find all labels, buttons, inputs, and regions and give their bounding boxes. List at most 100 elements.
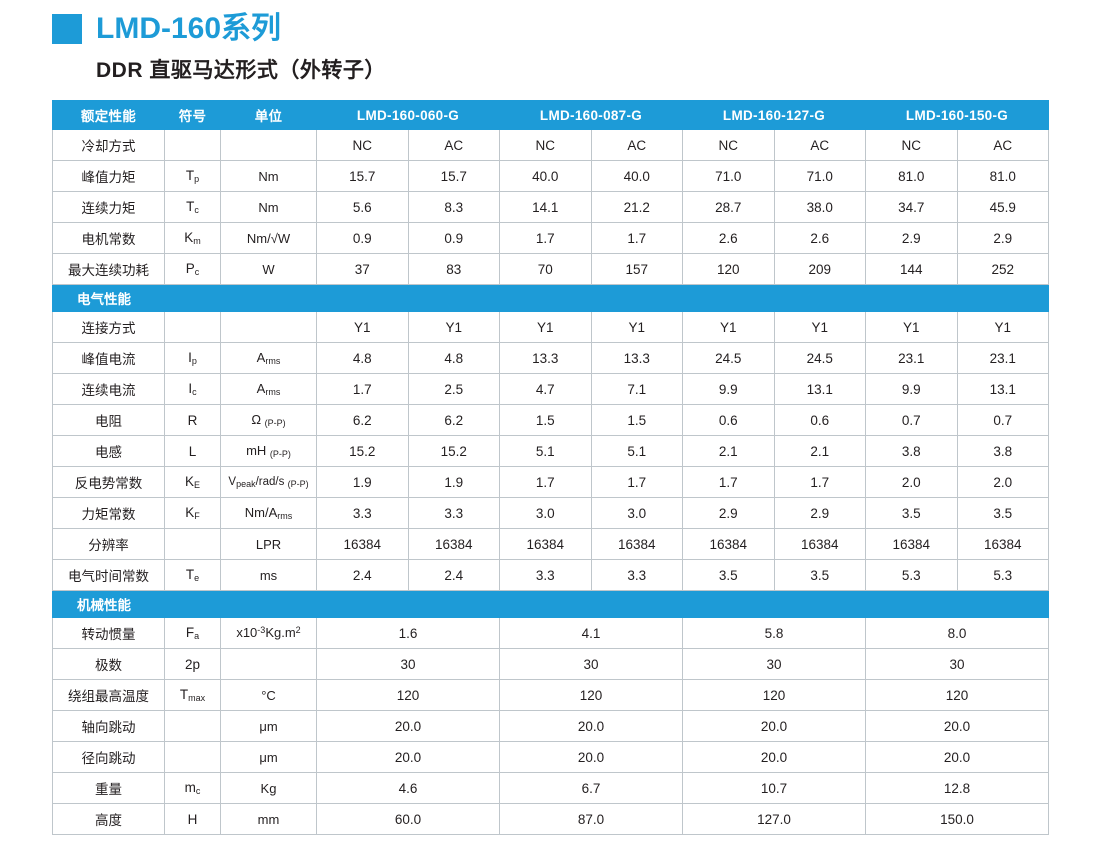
cell-value: 5.6: [316, 191, 409, 223]
cell-value: 12.8: [865, 772, 1049, 804]
cell-value: 81.0: [865, 160, 958, 192]
row-label: 峰值电流: [52, 342, 165, 374]
row-symbol: [164, 710, 221, 742]
cell-value: 16384: [773, 528, 866, 560]
symbol-main: L: [188, 443, 197, 459]
unit-main: Ω: [251, 412, 262, 428]
cell-value: 4.1: [499, 617, 683, 649]
blue-square-icon: [52, 14, 82, 44]
row-unit: Ω (P-P): [220, 404, 317, 436]
cell-value: 3.5: [956, 497, 1049, 529]
cell-value: 1.7: [499, 466, 592, 498]
row-symbol: Km: [164, 222, 221, 254]
cell-value: 83: [407, 253, 500, 285]
row-unit: °C: [220, 679, 317, 711]
cell-value: 20.0: [865, 741, 1049, 773]
table-row: 高度 H mm 60.0 87.0 127.0 150.0: [52, 803, 1049, 835]
row-symbol: [164, 129, 221, 161]
unit-prefix: x10: [236, 625, 258, 641]
cell-value: 13.3: [590, 342, 683, 374]
row-unit: Kg: [220, 772, 317, 804]
table-row: 绕组最高温度 Tmax °C 120 120 120 120: [52, 679, 1049, 711]
unit-sub2: (P-P): [287, 478, 309, 489]
cell-value: 24.5: [773, 342, 866, 374]
table-row: 电感 L mH (P-P) 15.2 15.2 5.1 5.1 2.1 2.1 …: [52, 435, 1049, 467]
cell-value: 2.5: [407, 373, 500, 405]
cell-value: NC: [682, 129, 775, 161]
row-label: 反电势常数: [52, 466, 165, 498]
cell-value: 3.5: [865, 497, 958, 529]
row-symbol: Te: [164, 559, 221, 591]
row-unit: W: [220, 253, 317, 285]
cell-value: AC: [590, 129, 683, 161]
section-title: 机械性能: [52, 590, 1049, 618]
row-label: 冷却方式: [52, 129, 165, 161]
cell-value: 15.2: [316, 435, 409, 467]
cell-value: 30: [682, 648, 866, 680]
cell-value: 1.5: [590, 404, 683, 436]
header-model-2: LMD-160-127-G: [682, 100, 866, 130]
cell-value: 1.6: [316, 617, 500, 649]
cell-value: 1.9: [407, 466, 500, 498]
section-header-electrical: 电气性能: [52, 284, 1049, 312]
cell-value: 13.3: [499, 342, 592, 374]
header-model-3: LMD-160-150-G: [865, 100, 1049, 130]
cell-value: 3.3: [499, 559, 592, 591]
cell-value: 2.9: [773, 497, 866, 529]
cell-value: 20.0: [682, 710, 866, 742]
row-label: 峰值力矩: [52, 160, 165, 192]
unit-sub: rms: [277, 510, 293, 521]
cell-value: AC: [407, 129, 500, 161]
table-row: 连接方式 Y1 Y1 Y1 Y1 Y1 Y1 Y1 Y1: [52, 311, 1049, 343]
row-label: 绕组最高温度: [52, 679, 165, 711]
cell-value: 0.9: [407, 222, 500, 254]
cell-value: NC: [865, 129, 958, 161]
cell-value: 40.0: [499, 160, 592, 192]
cell-value: 81.0: [956, 160, 1049, 192]
cell-value: AC: [773, 129, 866, 161]
cell-value: 120: [682, 679, 866, 711]
row-label: 电机常数: [52, 222, 165, 254]
row-label: 转动惯量: [52, 617, 165, 649]
cell-value: 2.1: [682, 435, 775, 467]
symbol-sub: F: [194, 510, 200, 521]
table-row: 力矩常数 KF Nm/Arms 3.3 3.3 3.0 3.0 2.9 2.9 …: [52, 497, 1049, 529]
cell-value: 71.0: [773, 160, 866, 192]
cell-value: 13.1: [956, 373, 1049, 405]
cell-value: 15.7: [316, 160, 409, 192]
cell-value: 2.4: [407, 559, 500, 591]
row-symbol: H: [164, 803, 221, 835]
row-unit: Nm/√W: [220, 222, 317, 254]
cell-value: 15.2: [407, 435, 500, 467]
cell-value: 2.0: [865, 466, 958, 498]
cell-value: 20.0: [316, 710, 500, 742]
cell-value: 1.7: [590, 222, 683, 254]
cell-value: 24.5: [682, 342, 775, 374]
row-unit: LPR: [220, 528, 317, 560]
row-label: 连续电流: [52, 373, 165, 405]
row-unit: μm: [220, 741, 317, 773]
cell-value: 4.7: [499, 373, 592, 405]
table-row: 极数 2p 30 30 30 30: [52, 648, 1049, 680]
header-model-0: LMD-160-060-G: [316, 100, 500, 130]
cell-value: 3.5: [682, 559, 775, 591]
cell-value: 20.0: [499, 710, 683, 742]
header-performance: 额定性能: [52, 100, 165, 130]
cell-value: 120: [682, 253, 775, 285]
row-unit: Nm: [220, 160, 317, 192]
table-row: 反电势常数 KE Vpeak/rad/s (P-P) 1.9 1.9 1.7 1…: [52, 466, 1049, 498]
row-unit: Nm: [220, 191, 317, 223]
cell-value: 20.0: [499, 741, 683, 773]
unit-main: mH: [246, 443, 267, 459]
row-symbol: Ic: [164, 373, 221, 405]
cell-value: Y1: [316, 311, 409, 343]
row-symbol: Tc: [164, 191, 221, 223]
cell-value: 38.0: [773, 191, 866, 223]
cell-value: 0.7: [865, 404, 958, 436]
row-unit: μm: [220, 710, 317, 742]
table-row: 电气时间常数 Te ms 2.4 2.4 3.3 3.3 3.5 3.5 5.3…: [52, 559, 1049, 591]
symbol-sub: e: [194, 572, 200, 583]
cell-value: 8.0: [865, 617, 1049, 649]
cell-value: 71.0: [682, 160, 775, 192]
